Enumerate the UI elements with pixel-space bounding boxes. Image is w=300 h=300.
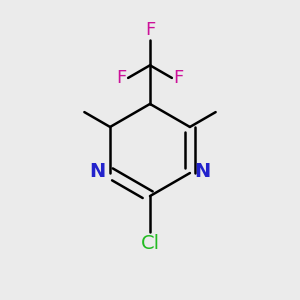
Text: F: F (173, 69, 184, 87)
Text: N: N (89, 162, 106, 181)
Text: N: N (194, 162, 211, 181)
Text: F: F (116, 69, 127, 87)
Text: F: F (145, 20, 155, 38)
Text: Cl: Cl (140, 234, 160, 253)
